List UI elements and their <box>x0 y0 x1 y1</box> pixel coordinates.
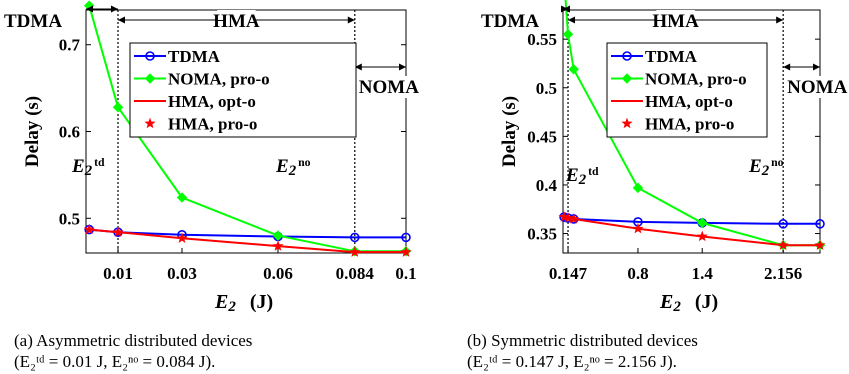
threshold-annotation-b-1: E2no <box>748 156 784 179</box>
x-tick-label-a-1: 0.03 <box>167 264 197 283</box>
region-label-bg-a-1 <box>217 10 256 32</box>
region-arrowhead-hma-l-a <box>118 16 125 24</box>
data-point-a-1-2 <box>176 192 188 203</box>
threshold-annotation-a-1: E2no <box>275 156 311 179</box>
legend-entry-b-3: HMA, pro-o <box>645 115 734 134</box>
threshold-annotation-a-0: E2td <box>71 156 105 179</box>
data-point-a-3-3 <box>272 240 284 251</box>
legend-marker-b-1 <box>621 73 633 84</box>
x-tick-label-a-0: 0.01 <box>103 264 133 283</box>
region-arrowhead-hma-l-b <box>568 16 576 24</box>
region-arrowhead-noma-r-b <box>813 63 820 71</box>
data-point-a-3-4 <box>349 246 361 257</box>
x-tick-label-a-4: 0.1 <box>395 264 416 283</box>
region-label-b-1: HMA <box>652 11 699 32</box>
legend-marker-a-3 <box>144 117 156 129</box>
legend-marker-a-0 <box>145 51 155 61</box>
region-label-b-2: NOMA <box>787 77 847 98</box>
y-tick-label-a-2: 0.7 <box>59 36 81 55</box>
legend-entry-a-3: HMA, pro-o <box>168 115 257 134</box>
region-label-bg-b-2 <box>785 76 836 98</box>
legend-marker-a-1 <box>144 73 156 84</box>
data-point-b-3-1 <box>562 212 574 223</box>
data-point-a-3-2 <box>176 232 188 244</box>
legend-marker-b-0 <box>622 51 632 61</box>
region-arrowhead-tdma-l-a <box>86 5 93 13</box>
y-axis-label-b: Delay (s) <box>499 96 520 167</box>
region-label-a-1: HMA <box>213 11 260 32</box>
legend-entry-a-1: NOMA, pro-o <box>168 70 270 89</box>
legend-box-b <box>606 42 768 138</box>
data-point-a-0-4 <box>349 232 360 243</box>
legend-entry-b-0: TDMA <box>645 47 698 66</box>
legend-marker-b-3 <box>621 117 633 129</box>
data-point-b-3-4 <box>696 230 708 242</box>
region-arrowhead-noma-l-b <box>783 63 791 71</box>
legend-entry-b-2: HMA, opt-o <box>645 92 733 111</box>
legend-entry-a-2: HMA, opt-o <box>168 92 256 111</box>
threshold-annotation-b-0: E2td <box>565 165 599 188</box>
y-tick-label-b-0: 0.35 <box>527 225 557 244</box>
region-arrowhead-noma-l-a <box>354 63 362 71</box>
data-point-a-1-3 <box>272 230 284 241</box>
legend-box-a <box>129 42 357 138</box>
data-point-b-3-5 <box>777 239 789 251</box>
region-arrowhead-hma-r-b <box>776 16 784 24</box>
x-tick-label-a-3: 0.084 <box>336 264 375 283</box>
x-tick-label-b-2: 1.4 <box>692 264 714 283</box>
y-tick-label-b-1: 0.4 <box>536 176 558 195</box>
data-point-b-0-5 <box>778 219 788 229</box>
chart-panel-a: 0.5 0.6 0.7 0.01 0.03 0.06 0.084 0.1 Delay (s) E2… <box>2 0 419 315</box>
y-axis-label-a: Delay (s) <box>22 96 43 167</box>
region-label-bg-b-1 <box>656 10 695 32</box>
x-axis-label-a: E2 (J) <box>214 291 273 315</box>
legend-entry-b-1: NOMA, pro-o <box>645 70 747 89</box>
region-arrowhead-hma-r-a <box>347 16 355 24</box>
caption-a-line1: (a) Asymmetric distributed devices <box>14 331 253 350</box>
y-tick-label-b-3: 0.5 <box>536 79 557 98</box>
x-tick-label-b-1: 0.8 <box>627 264 648 283</box>
x-axis-label-b: E2 (J) <box>659 291 718 315</box>
data-point-b-1-1 <box>562 29 574 40</box>
caption-b-line2: (E₂ᵗᵈ = 0.147 J, E₂ⁿᵒ = 2.156 J). <box>467 352 677 371</box>
region-arrowhead-noma-r-a <box>399 63 406 71</box>
data-point-a-3-1 <box>112 226 124 237</box>
data-point-b-3-6 <box>814 239 826 251</box>
region-label-bg-a-0 <box>2 10 52 32</box>
data-point-b-1-3 <box>632 182 644 194</box>
caption-b-line1: (b) Symmetric distributed devices <box>467 331 698 350</box>
region-label-a-0: TDMA <box>4 11 62 32</box>
data-point-b-3-3 <box>632 222 644 234</box>
data-point-a-3-5 <box>400 246 412 257</box>
series-line-a-2 <box>89 228 406 254</box>
y-tick-label-a-0: 0.5 <box>59 209 80 228</box>
region-arrowhead-tdma-r-a <box>111 5 118 13</box>
region-label-a-2: NOMA <box>359 77 419 98</box>
data-point-a-1-1 <box>112 101 124 113</box>
region-arrowhead-tdma-r-b <box>561 5 569 13</box>
x-tick-label-b-0: 0.147 <box>549 264 588 283</box>
y-tick-label-a-1: 0.6 <box>59 123 80 142</box>
y-tick-label-b-2: 0.45 <box>527 127 557 146</box>
legend-entry-a-0: TDMA <box>168 47 221 66</box>
region-label-b-0: TDMA <box>481 11 539 32</box>
data-point-b-0-6 <box>815 219 825 229</box>
y-tick-label-b-4: 0.55 <box>527 30 557 49</box>
x-tick-label-b-3: 2.156 <box>764 264 802 283</box>
data-point-b-1-4 <box>697 217 708 229</box>
region-label-bg-b-0 <box>479 10 529 32</box>
caption-a-line2: (E₂ᵗᵈ = 0.01 J, E₂ⁿᵒ = 0.084 J). <box>14 352 216 371</box>
x-tick-label-a-2: 0.06 <box>263 264 293 283</box>
chart-panel-b: 0.35 0.4 0.45 0.5 0.55 0.147 0.8 1.4 2.156 Delay … <box>479 0 848 315</box>
data-point-b-1-2 <box>568 64 579 75</box>
data-point-a-3-0 <box>83 223 95 235</box>
region-label-bg-a-2 <box>356 76 407 98</box>
data-point-b-3-2 <box>568 213 580 224</box>
data-point-a-0-5 <box>401 232 411 243</box>
